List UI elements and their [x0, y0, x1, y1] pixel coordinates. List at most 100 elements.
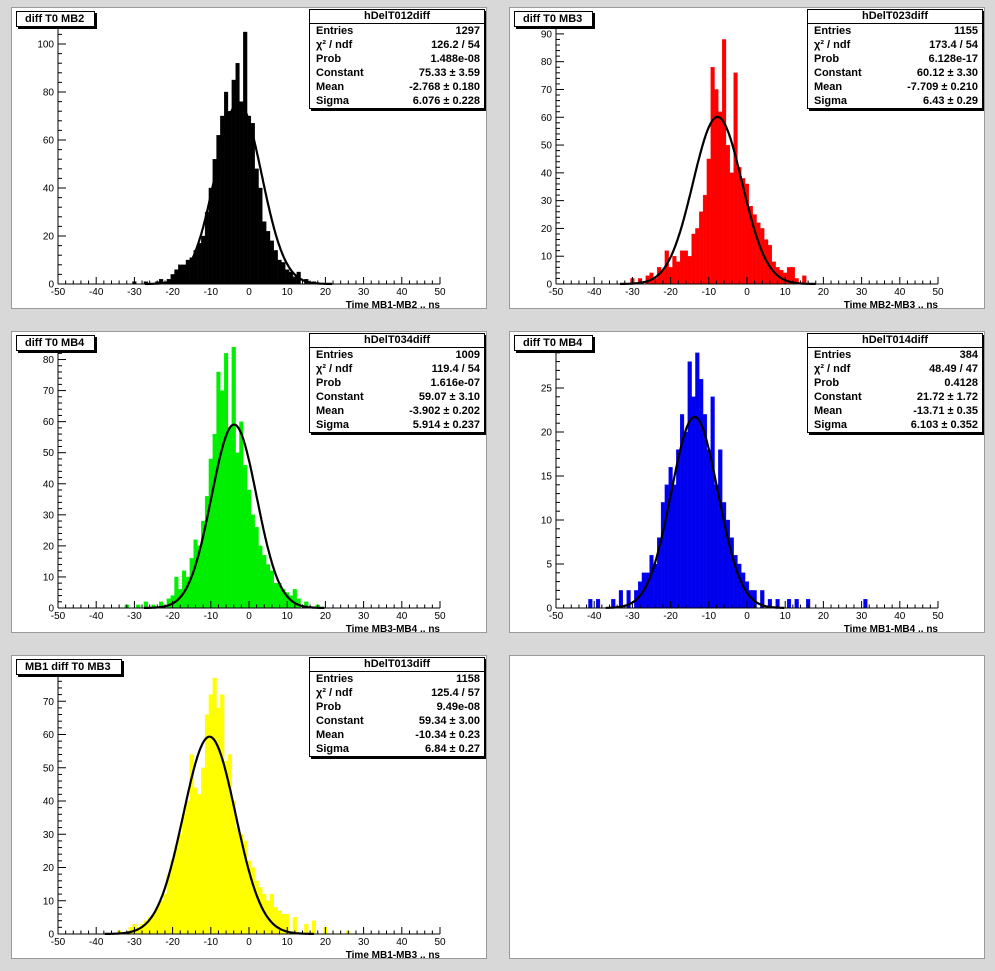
- histogram-bar: [653, 563, 658, 609]
- x-tick-label: -10: [204, 937, 219, 948]
- histogram-bar: [714, 484, 719, 609]
- histogram-bar: [722, 39, 727, 285]
- x-axis-label: Time MB3-MB4 .. ns: [346, 624, 441, 633]
- y-tick-label: 10: [43, 896, 55, 907]
- x-axis-label: Time MB1-MB4 .. ns: [844, 624, 939, 633]
- x-tick-label: 30: [856, 611, 868, 622]
- y-tick-label: 5: [546, 560, 552, 571]
- histogram-bars: [132, 31, 316, 285]
- y-tick-label: 50: [43, 763, 55, 774]
- stats-box: hDelT013diff Entries 1158 χ² / ndf 125.4 /…: [309, 657, 485, 757]
- x-tick-label: 20: [818, 287, 830, 298]
- stats-row: Mean -13.71 ± 0.35: [814, 405, 978, 417]
- stats-row: Entries 1155: [814, 25, 978, 37]
- histogram-bar: [269, 570, 274, 609]
- histogram-bars: [630, 39, 807, 285]
- y-tick-label: 30: [43, 510, 55, 521]
- histogram-bar: [246, 115, 252, 285]
- histogram-bar: [588, 599, 593, 609]
- x-tick-label: -30: [127, 287, 142, 298]
- histogram-plot-3: -50 -40 -30 -20 -10 0 10 20 30 40 50 0 10 20 30 40 50 60 7…: [43, 344, 446, 633]
- stats-row: Mean -2.768 ± 0.180: [316, 81, 480, 93]
- x-tick-label: 30: [358, 611, 370, 622]
- y-tick-label: 80: [43, 355, 55, 366]
- x-tick-label: 10: [780, 611, 792, 622]
- x-tick-label: 40: [396, 287, 408, 298]
- y-tick-label: 0: [546, 280, 552, 291]
- stats-row: Prob 9.49e-08: [316, 701, 480, 713]
- histogram-bar: [258, 545, 263, 609]
- y-tick-label: 0: [546, 604, 552, 615]
- y-tick-label: 30: [541, 196, 553, 207]
- x-tick-label: -20: [165, 611, 180, 622]
- histogram-bar: [737, 167, 742, 285]
- histogram-bar: [691, 396, 696, 609]
- stats-row: Prob 1.488e-08: [316, 53, 480, 65]
- y-tick-label: 20: [541, 224, 553, 235]
- histogram-bar: [725, 144, 730, 285]
- histogram-bar: [699, 211, 704, 285]
- histogram-bar: [227, 427, 232, 609]
- histogram-bar: [189, 558, 194, 609]
- stats-row: χ² / ndf 119.4 / 54: [316, 363, 480, 375]
- histogram-bar: [695, 352, 700, 609]
- y-tick-label: 10: [43, 572, 55, 583]
- y-tick-label: 40: [43, 797, 55, 808]
- x-tick-label: -40: [587, 611, 602, 622]
- histogram-bar: [227, 111, 232, 285]
- histogram-bar: [706, 449, 711, 609]
- histogram-bar: [258, 187, 263, 285]
- x-tick-label: 40: [894, 287, 906, 298]
- stats-row: χ² / ndf 126.2 / 54: [316, 39, 480, 51]
- stats-histogram-name: hDelT012diff: [310, 10, 484, 24]
- histogram-bar: [691, 233, 696, 285]
- histogram-bar: [243, 31, 248, 285]
- y-tick-label: 60: [43, 417, 55, 428]
- x-tick-label: 40: [396, 937, 408, 948]
- histogram-bar: [649, 555, 654, 609]
- histogram-bar: [702, 194, 708, 285]
- stats-row: Prob 0.4128: [814, 377, 978, 389]
- x-tick-label: -50: [549, 287, 564, 298]
- histogram-pad-4: -50-40-30-20-1001020304050051015202530Ti…: [509, 331, 985, 633]
- stats-row: Constant 59.07 ± 3.10: [316, 391, 480, 403]
- histogram-bar: [197, 243, 202, 285]
- histogram-bar: [216, 371, 221, 609]
- stats-row: Prob 1.616e-07: [316, 377, 480, 389]
- x-tick-label: 40: [894, 611, 906, 622]
- x-tick-label: -40: [89, 611, 104, 622]
- stats-row: Prob 6.128e-17: [814, 53, 978, 65]
- histogram-bar: [208, 458, 213, 609]
- stats-row: χ² / ndf 173.4 / 54: [814, 39, 978, 51]
- x-tick-label: 10: [282, 937, 294, 948]
- histogram-bar: [239, 101, 244, 285]
- stats-box: hDelT014diff Entries 384 χ² / ndf 48.49 / …: [807, 333, 983, 433]
- x-tick-label: 10: [282, 287, 294, 298]
- histogram-bar: [231, 800, 236, 935]
- histogram-bar: [660, 502, 666, 609]
- y-tick-label: 20: [43, 232, 55, 243]
- histogram-bar: [239, 421, 244, 609]
- histogram-plot-4: -50-40-30-20-1001020304050051015202530Ti…: [541, 340, 944, 633]
- histogram-bar: [683, 250, 688, 285]
- histogram-bar: [269, 240, 274, 285]
- y-tick-label: 50: [541, 141, 553, 152]
- stats-row: Constant 75.33 ± 3.59: [316, 67, 480, 79]
- gaussian-fit-curve: [104, 735, 314, 935]
- histogram-bar: [710, 396, 715, 609]
- stats-row: Constant 59.34 ± 3.00: [316, 715, 480, 727]
- y-tick-label: 0: [48, 930, 54, 941]
- histogram-bar: [254, 168, 259, 285]
- stats-row: Constant 60.12 ± 3.30: [814, 67, 978, 79]
- histogram-bar: [162, 893, 168, 935]
- stats-row: Entries 1009: [316, 349, 480, 361]
- x-tick-label: -30: [625, 287, 640, 298]
- histogram-bar: [687, 361, 692, 609]
- histogram-bar: [204, 211, 210, 285]
- x-tick-label: 0: [744, 287, 750, 298]
- histogram-bar: [212, 677, 217, 935]
- histogram-plot-2: -50 -40 -30 -20 -10 0 10 20 30 40 50 0 10 20 30 40 50 60 7…: [541, 20, 944, 308]
- x-tick-label: 50: [434, 287, 446, 298]
- stats-row: Sigma 6.43 ± 0.29: [814, 95, 978, 107]
- gaussian-fit-curve: [620, 115, 816, 285]
